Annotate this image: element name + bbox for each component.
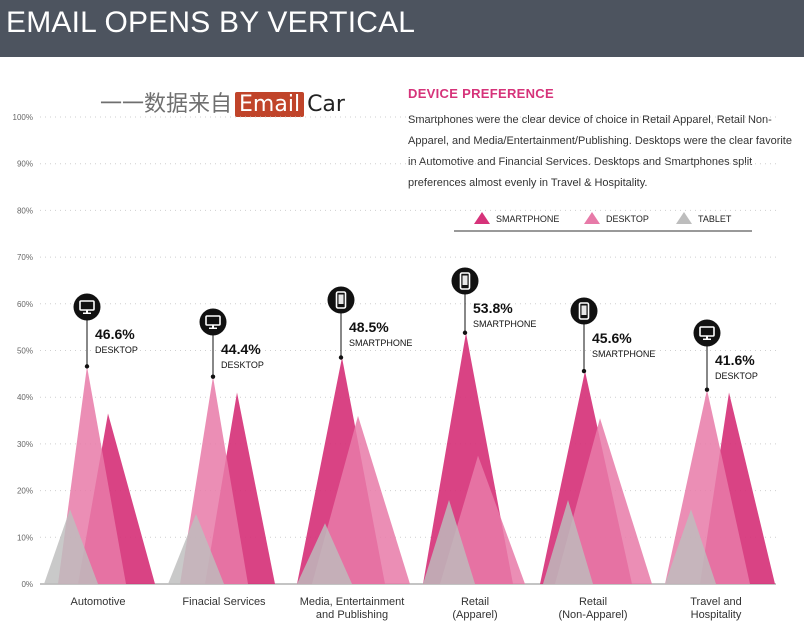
tablet-peak — [543, 499, 593, 584]
x-category-label: and Publishing — [316, 609, 388, 621]
callout-dot — [210, 374, 216, 379]
page-title: EMAIL OPENS BY VERTICAL — [6, 6, 416, 39]
callout-dot — [581, 368, 587, 374]
x-category-label: Retail — [461, 596, 489, 608]
callout-device-label: SMARTPHONE — [592, 349, 655, 359]
desktop-icon-base — [703, 338, 711, 340]
x-category-label: Media, Entertainment — [300, 596, 405, 608]
legend-tablet-swatch — [676, 212, 692, 224]
desktop-peak — [312, 415, 410, 584]
smartphone-icon — [459, 272, 471, 290]
legend-smartphone-label: SMARTPHONE — [496, 214, 559, 224]
callout-value-label: 46.6% — [95, 326, 135, 342]
y-tick-label: 80% — [17, 206, 33, 215]
callout-value-label: 41.6% — [715, 352, 755, 368]
legend-desktop-label: DESKTOP — [606, 214, 649, 224]
y-tick-label: 50% — [17, 347, 33, 356]
callout-icon-badge — [199, 308, 227, 336]
callout-icon-badge — [693, 319, 721, 347]
desktop-icon-base — [83, 312, 91, 314]
callout-device-label: SMARTPHONE — [473, 319, 536, 329]
callout-dot — [462, 330, 468, 335]
callout-device-label: SMARTPHONE — [349, 338, 412, 348]
callout-value-label: 53.8% — [473, 300, 513, 316]
desktop-icon-base — [209, 327, 217, 329]
smartphone-icon-screen — [338, 294, 344, 304]
desktop-icon — [205, 315, 221, 329]
watermark-brand-highlight: Email — [235, 92, 305, 117]
desktop-icon-neck — [86, 310, 88, 313]
legend-tablet-label: TABLET — [698, 214, 732, 224]
y-tick-label: 90% — [17, 160, 33, 169]
desktop-icon-neck — [212, 325, 214, 328]
x-category-label: Travel and — [690, 596, 742, 608]
device-preference-description: Smartphones were the clear device of cho… — [408, 114, 792, 189]
device-preference-title: DEVICE PREFERENCE — [408, 86, 554, 101]
y-tick-label: 10% — [17, 533, 33, 542]
callout-value-label: 44.4% — [221, 341, 261, 357]
desktop-icon — [79, 300, 95, 314]
y-tick-label: 40% — [17, 393, 33, 402]
legend-smartphone-swatch — [474, 212, 490, 224]
callout-icon-badge — [73, 293, 101, 321]
y-tick-label: 70% — [17, 253, 33, 262]
x-category-label: Retail — [579, 596, 607, 608]
desktop-icon — [699, 326, 715, 340]
smartphone-icon-screen — [581, 305, 587, 315]
x-category-label: Hospitality — [691, 609, 742, 621]
tablet-peak — [168, 513, 224, 584]
source-watermark: 一一数据来自 Email Car — [100, 86, 345, 118]
callout-device-label: DESKTOP — [95, 345, 138, 355]
smartphone-icon-body — [459, 272, 471, 290]
callout-dot — [704, 387, 710, 392]
x-category-label: (Non-Apparel) — [558, 609, 627, 621]
watermark-prefix: 一一数据来自 — [100, 92, 233, 117]
y-tick-label: 60% — [17, 300, 33, 309]
tablet-peak — [423, 499, 475, 584]
callout-value-label: 45.6% — [592, 330, 632, 346]
tablet-peak — [44, 509, 98, 584]
header-bar: EMAIL OPENS BY VERTICAL — [0, 0, 804, 57]
callout-dot — [338, 355, 344, 360]
tablet-peak — [297, 523, 352, 584]
legend-desktop-swatch — [584, 212, 600, 224]
y-tick-label: 100% — [13, 113, 33, 122]
callout-device-label: DESKTOP — [221, 360, 264, 370]
tablet-peak — [665, 509, 716, 584]
y-tick-label: 30% — [17, 440, 33, 449]
y-tick-label: 0% — [21, 580, 33, 589]
x-category-label: Finacial Services — [182, 596, 266, 608]
x-category-label: Automotive — [70, 596, 125, 608]
callout-dot — [84, 364, 90, 369]
x-category-label: (Apparel) — [452, 609, 497, 621]
watermark-brand-rest: Car — [307, 92, 345, 117]
smartphone-icon — [578, 302, 590, 320]
callout-device-label: DESKTOP — [715, 371, 758, 381]
y-tick-label: 20% — [17, 487, 33, 496]
smartphone-icon-body — [335, 291, 347, 309]
smartphone-icon-body — [578, 302, 590, 320]
smartphone-icon — [335, 291, 347, 309]
smartphone-icon-screen — [462, 275, 468, 285]
desktop-icon-neck — [706, 336, 708, 339]
callout-value-label: 48.5% — [349, 319, 389, 335]
